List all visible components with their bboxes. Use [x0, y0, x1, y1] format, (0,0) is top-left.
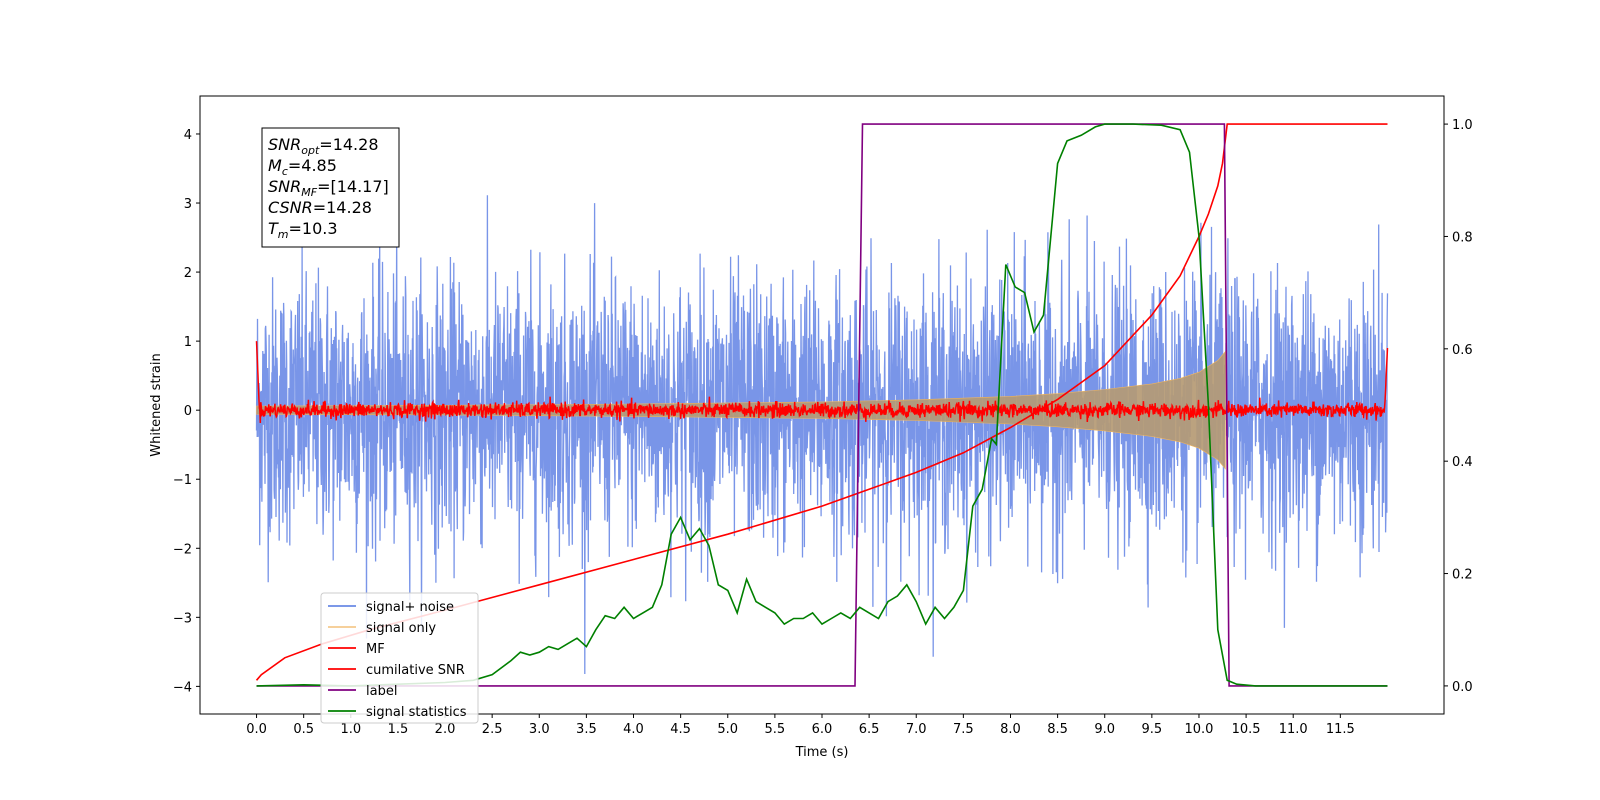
- y-tick-label: −1: [173, 473, 192, 488]
- x-tick-label: 6.0: [812, 722, 833, 737]
- y-axis-label: Whitened strain: [149, 353, 164, 456]
- annotation-value: =14.28: [319, 135, 378, 154]
- annotation-subscript: MF: [301, 186, 317, 199]
- annotation-value: =14.28: [313, 198, 372, 217]
- x-tick-label: 9.0: [1094, 722, 1115, 737]
- legend-label: cumilative SNR: [366, 663, 465, 678]
- legend-label: signal+ noise: [366, 600, 454, 615]
- y-tick-label: −2: [173, 542, 192, 557]
- y2-tick-label: 0.6: [1452, 343, 1473, 358]
- x-tick-label: 3.5: [576, 722, 597, 737]
- x-tick-label: 7.0: [906, 722, 927, 737]
- axes: 0.0 0.5 1.0 1.5 2.0 2.5 3.0 3.5 4.0 4.5 5.0 5.5 6.0 6…: [173, 118, 1473, 737]
- annotation-subscript: c: [282, 165, 288, 178]
- annotation-line: Tm=10.3: [268, 219, 338, 241]
- x-tick-label: 4.5: [670, 722, 691, 737]
- legend-label: signal only: [366, 621, 436, 636]
- x-tick-label: 0.5: [293, 722, 314, 737]
- y-tick-label: 1: [184, 335, 192, 350]
- x-tick-label: 10.0: [1184, 722, 1213, 737]
- annotation-line: SNRopt=14.28: [268, 135, 379, 157]
- x-tick-label: 6.5: [859, 722, 880, 737]
- annotation-value: =10.3: [289, 219, 338, 238]
- y-tick-label: 2: [184, 266, 192, 281]
- annotation-box: SNRopt=14.28Mc=4.85SNRMF=[14.17]CSNR=14.…: [261, 127, 400, 248]
- legend: signal+ noise signal only MF cumilative SNR…: [320, 592, 479, 724]
- x-axis-label: Time (s): [795, 745, 849, 760]
- y-tick-label: 0: [184, 404, 192, 419]
- x-tick-label: 11.0: [1279, 722, 1308, 737]
- annotation-value: =4.85: [288, 156, 337, 175]
- y2-tick-label: 0.0: [1452, 680, 1473, 695]
- y2-tick-label: 0.8: [1452, 230, 1473, 245]
- x-tick-label: 10.5: [1232, 722, 1261, 737]
- annotation-line: SNRMF=[14.17]: [268, 177, 389, 199]
- legend-label: label: [366, 684, 397, 699]
- annotation-box-frame: [261, 127, 400, 248]
- y2-tick-label: 1.0: [1452, 118, 1473, 133]
- annotation-line: Mc=4.85: [268, 156, 337, 178]
- series-mf-line: [255, 341, 1389, 424]
- x-tick-label: 4.0: [623, 722, 644, 737]
- x-tick-label: 2.5: [482, 722, 503, 737]
- x-tick-label: 9.5: [1142, 722, 1163, 737]
- x-tick-label: 5.0: [717, 722, 738, 737]
- annotation-subscript: m: [278, 228, 289, 241]
- legend-label: MF: [366, 642, 385, 657]
- annotation-value: =[14.17]: [317, 177, 389, 196]
- y-tick-label: 3: [184, 197, 192, 212]
- annotation-symbol: M: [268, 156, 282, 175]
- x-tick-label: 8.0: [1000, 722, 1021, 737]
- x-tick-label: 3.0: [529, 722, 550, 737]
- y-tick-label: −3: [173, 611, 192, 626]
- y-tick-label: −4: [173, 680, 192, 695]
- x-tick-label: 2.0: [435, 722, 456, 737]
- annotation-subscript: opt: [301, 144, 320, 157]
- legend-label: signal statistics: [366, 705, 467, 720]
- annotation-symbol: SNR: [268, 177, 301, 196]
- annotation-symbol: SNR: [268, 135, 301, 154]
- series-signal-statistics-line: [256, 123, 1388, 687]
- x-tick-label: 7.5: [953, 722, 974, 737]
- x-tick-label: 0.0: [246, 722, 267, 737]
- y-tick-label: 4: [184, 128, 192, 143]
- x-tick-label: 11.5: [1326, 722, 1355, 737]
- x-tick-label: 8.5: [1047, 722, 1068, 737]
- y2-tick-label: 0.2: [1452, 568, 1473, 583]
- annotation-line: CSNR=14.28: [268, 198, 372, 217]
- legend-frame: [320, 592, 479, 724]
- x-tick-label: 1.0: [340, 722, 361, 737]
- annotation-symbol: T: [268, 219, 279, 238]
- y2-tick-label: 0.4: [1452, 455, 1473, 470]
- annotation-symbol: CSNR: [268, 198, 313, 217]
- x-tick-label: 1.5: [388, 722, 409, 737]
- x-tick-label: 5.5: [765, 722, 786, 737]
